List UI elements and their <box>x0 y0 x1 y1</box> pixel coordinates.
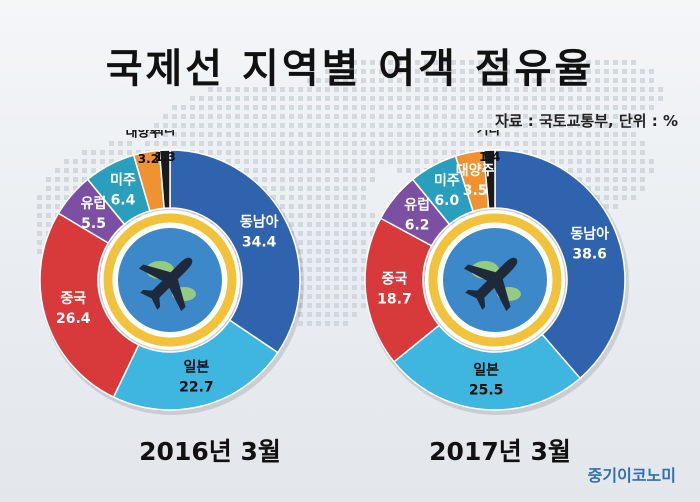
slice-labels: 동남아 38.6 일본 25.5 중국 18.7 유럽 6.2 미주 6.0 대양주 3.5 기타 1.4 <box>377 130 609 399</box>
slice-china <box>39 212 140 399</box>
center-ring <box>103 213 237 347</box>
chart-title-2016: 2016년 3월 <box>139 437 281 466</box>
slice-label-southeast-asia: 동남아 <box>570 226 609 243</box>
slice-japan <box>112 319 279 411</box>
slice-value-americas: 6.0 <box>434 193 459 209</box>
slice-other <box>482 149 496 210</box>
airplane-icon <box>463 257 518 312</box>
slice-value-other: 1.4 <box>479 150 500 164</box>
donut-chart-2017: 동남아 38.6 일본 25.5 중국 18.7 유럽 6.2 미주 6.0 대양주 3.5 기타 1.4 <box>364 130 629 415</box>
slice-value-china: 26.4 <box>56 311 91 327</box>
slice-label-europe: 유럽 <box>404 198 430 214</box>
slice-other <box>158 149 171 210</box>
slice-label-oceania: 대양주 <box>126 130 162 140</box>
slice-value-japan: 22.7 <box>179 379 214 395</box>
donut-chart-2016: 동남아 34.4 일본 22.7 중국 26.4 유럽 5.5 미주 6.4 대양주 3.2 기타 1.3 <box>39 130 304 415</box>
slice-value-oceania: 3.5 <box>463 183 488 199</box>
chart-title-2017: 2017년 3월 <box>429 437 571 466</box>
slice-label-japan: 일본 <box>473 363 499 379</box>
slice-label-americas: 미주 <box>110 173 136 189</box>
airplane-icon <box>138 257 193 312</box>
slice-value-europe: 5.5 <box>81 216 106 232</box>
donut-slices <box>364 149 626 411</box>
slice-southeast-asia <box>494 149 626 380</box>
page-title: 국제선 지역별 여객 점유율 <box>105 46 595 92</box>
slice-labels: 동남아 34.4 일본 22.7 중국 26.4 유럽 5.5 미주 6.4 대양주 3.2 기타 1.3 <box>56 130 279 395</box>
slice-label-oceania: 대양주 <box>456 163 495 179</box>
slice-value-americas: 6.4 <box>111 193 136 209</box>
slice-label-other: 기타 <box>152 130 176 138</box>
slice-value-japan: 25.5 <box>469 383 504 399</box>
donut-slices <box>39 149 301 411</box>
slice-label-americas: 미주 <box>434 173 460 189</box>
slice-value-europe: 6.2 <box>405 218 430 234</box>
slice-value-southeast-asia: 38.6 <box>572 247 607 263</box>
center-ring <box>428 213 562 347</box>
publisher-logo: 중기이코노미 <box>587 466 676 485</box>
slice-value-china: 18.7 <box>377 291 412 307</box>
source-note: 자료 : 국토교통부, 단위 : % <box>494 112 678 130</box>
slice-label-china: 중국 <box>382 271 408 287</box>
slice-label-europe: 유럽 <box>81 196 107 212</box>
slice-label-china: 중국 <box>60 291 86 307</box>
slice-value-southeast-asia: 34.4 <box>242 235 277 251</box>
slice-label-southeast-asia: 동남아 <box>240 214 279 231</box>
slice-southeast-asia <box>169 149 301 354</box>
slice-china <box>364 217 441 363</box>
slice-japan <box>392 324 582 411</box>
slice-value-oceania: 3.2 <box>138 152 159 166</box>
slice-label-japan: 일본 <box>183 359 209 375</box>
slice-value-other: 1.3 <box>155 150 176 164</box>
slice-label-other: 기타 <box>477 130 501 138</box>
